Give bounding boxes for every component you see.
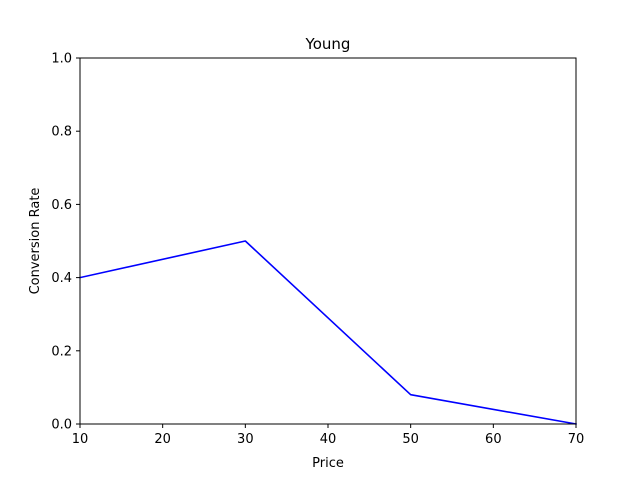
y-tick-label: 0.8	[51, 125, 72, 140]
y-tick-label: 0.2	[51, 344, 72, 359]
x-tick-label: 20	[154, 432, 171, 447]
x-tick-label: 30	[237, 432, 254, 447]
x-tick-label: 40	[320, 432, 337, 447]
y-tick-label: 0.6	[51, 198, 72, 213]
y-tick-label: 1.0	[51, 52, 72, 67]
x-axis: 10 20 30 40 50 60 70	[72, 424, 585, 447]
x-tick-label: 70	[568, 432, 585, 447]
chart-title: Young	[305, 35, 351, 53]
y-tick-label: 0.4	[51, 271, 72, 286]
plot-area	[80, 58, 576, 424]
x-axis-label: Price	[312, 456, 344, 471]
y-tick-label: 0.0	[51, 418, 72, 433]
x-tick-label: 50	[402, 432, 419, 447]
y-axis-label: Conversion Rate	[28, 188, 43, 295]
series-line-0	[79, 240, 577, 425]
x-tick-label: 60	[485, 432, 502, 447]
x-tick-label: 10	[72, 432, 89, 447]
y-axis: 0.0 0.2 0.4 0.6 0.8 1.0	[51, 52, 80, 433]
